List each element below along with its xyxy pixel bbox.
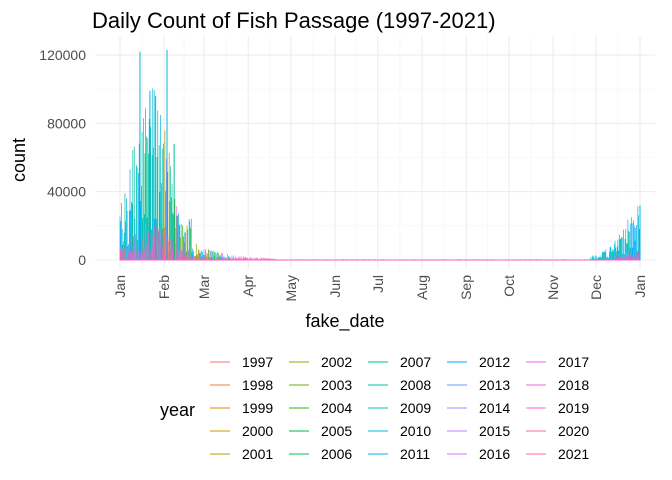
legend-item-2006: 2006 — [289, 446, 352, 462]
legend-item-1998: 1998 — [210, 377, 273, 393]
y-axis-title: count — [9, 138, 29, 182]
legend-label: 2010 — [400, 423, 431, 439]
legend-label: 2013 — [479, 377, 510, 393]
legend-label: 2012 — [479, 354, 510, 370]
legend-label: 2000 — [242, 423, 273, 439]
legend-item-2012: 2012 — [447, 354, 510, 370]
legend-item-2015: 2015 — [447, 423, 510, 439]
legend-label: 2006 — [321, 446, 352, 462]
x-tick-label: Oct — [501, 275, 517, 297]
legend-item-2021: 2021 — [526, 446, 589, 462]
legend-label: 2007 — [400, 354, 431, 370]
legend-label: 2018 — [558, 377, 589, 393]
legend-item-2013: 2013 — [447, 377, 510, 393]
legend-item-2014: 2014 — [447, 400, 510, 416]
legend-label: 2011 — [400, 446, 430, 462]
chart-title: Daily Count of Fish Passage (1997-2021) — [92, 8, 496, 33]
legend-label: 2016 — [479, 446, 510, 462]
y-tick-label: 120000 — [39, 47, 86, 63]
legend-item-2009: 2009 — [368, 400, 431, 416]
legend-item-1997: 1997 — [210, 354, 273, 370]
x-axis-ticks: Jan Feb Mar Apr May Jun Jul Aug Sep Oct Nov Dec Jan — [112, 275, 648, 302]
x-tick-label: Jun — [327, 275, 343, 298]
legend-title: year — [160, 400, 195, 420]
legend-item-2019: 2019 — [526, 400, 589, 416]
legend-label: 2009 — [400, 400, 431, 416]
legend-item-2016: 2016 — [447, 446, 510, 462]
gridlines — [95, 36, 655, 269]
legend-item-2004: 2004 — [289, 400, 352, 416]
legend-label: 2004 — [321, 400, 352, 416]
legend-label: 2017 — [558, 354, 589, 370]
legend-item-2001: 2001 — [210, 446, 273, 462]
legend-label: 1999 — [242, 400, 273, 416]
x-axis-title: fake_date — [305, 311, 384, 332]
legend-label: 2001 — [242, 446, 273, 462]
x-tick-label: Dec — [588, 275, 604, 300]
plot-area — [119, 49, 641, 261]
legend-item-2020: 2020 — [526, 423, 589, 439]
legend-item-2005: 2005 — [289, 423, 352, 439]
legend-label: 1997 — [242, 354, 273, 370]
y-tick-label: 0 — [78, 252, 86, 268]
x-tick-label: Jan — [632, 275, 648, 298]
y-tick-label: 40000 — [47, 184, 86, 200]
x-tick-label: Nov — [545, 275, 561, 300]
legend-label: 2008 — [400, 377, 431, 393]
legend-label: 2021 — [558, 446, 589, 462]
legend-label: 2015 — [479, 423, 510, 439]
legend-item-1999: 1999 — [210, 400, 273, 416]
legend-item-2007: 2007 — [368, 354, 431, 370]
legend-label: 2002 — [321, 354, 352, 370]
legend-label: 2019 — [558, 400, 589, 416]
legend-item-2003: 2003 — [289, 377, 352, 393]
x-tick-label: Aug — [414, 275, 430, 300]
x-tick-label: Sep — [458, 275, 474, 300]
legend-label: 2003 — [321, 377, 352, 393]
x-tick-label: Feb — [156, 275, 172, 299]
legend-item-2008: 2008 — [368, 377, 431, 393]
legend-label: 2020 — [558, 423, 589, 439]
legend-item-2010: 2010 — [368, 423, 431, 439]
legend-label: 2005 — [321, 423, 352, 439]
x-tick-label: Mar — [196, 275, 212, 299]
legend-item-2017: 2017 — [526, 354, 589, 370]
y-tick-label: 80000 — [47, 115, 86, 131]
legend-item-2000: 2000 — [210, 423, 273, 439]
x-tick-label: May — [283, 275, 299, 301]
x-tick-label: Apr — [240, 275, 256, 297]
y-axis-ticks: 0 40000 80000 120000 — [39, 47, 86, 268]
x-tick-label: Jan — [112, 275, 128, 298]
legend-item-2011: 2011 — [368, 446, 430, 462]
legend-label: 2014 — [479, 400, 510, 416]
legend-item-2002: 2002 — [289, 354, 352, 370]
legend-label: 1998 — [242, 377, 273, 393]
legend: 1997 1998 1999 2000 2001 2002 2003 2004 2005 2006… — [210, 354, 589, 462]
x-tick-label: Jul — [370, 275, 386, 293]
legend-item-2018: 2018 — [526, 377, 589, 393]
